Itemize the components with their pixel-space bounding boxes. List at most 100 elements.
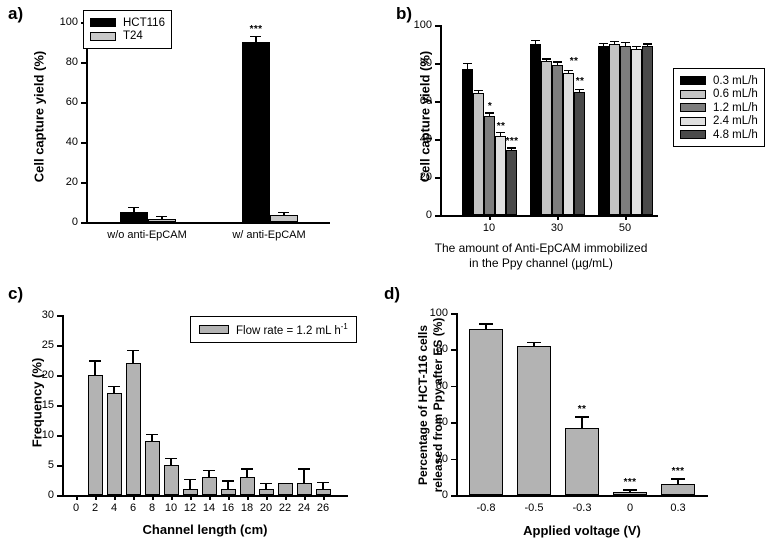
panel-d-ytick-label: 20: [435, 452, 448, 465]
errorbar-hct116-without: [133, 208, 135, 212]
panel-d-ytick-label: 80: [435, 343, 448, 356]
panel-d-ytick-label: 100: [429, 307, 448, 319]
panel-b-ytick: [435, 215, 440, 217]
panel-b-ytick: [435, 25, 440, 27]
errorbar: [629, 490, 631, 493]
bar-c-22: [277, 483, 293, 495]
panel-c-ytick: [57, 315, 62, 317]
bar-12-g30: [552, 64, 563, 215]
panel-c-x-axis: [62, 495, 348, 497]
errorbar-cap: [632, 45, 641, 48]
panel-c-xtick-label: 6: [129, 502, 137, 514]
panel-b-xlabel-line2: in the Ppy channel (µg/mL): [469, 256, 613, 270]
panel-c-xtick: [95, 495, 97, 500]
panel-a-ytick: [81, 222, 86, 224]
panel-c-ytick-label: 0: [47, 489, 54, 501]
bar-12-g10: [484, 116, 495, 215]
panel-c-xtick-label: 2: [91, 502, 99, 514]
errorbar-cap: [575, 416, 589, 418]
errorbar-cap: [278, 211, 289, 213]
panel-c-xtick: [285, 495, 287, 500]
errorbar: [485, 324, 487, 330]
errorbar: [535, 41, 537, 44]
panel-d-xtick-label: 0.3: [670, 502, 686, 514]
legend-label-48: 4.8 mL/h: [713, 128, 758, 141]
legend-label-t24: T24: [123, 30, 143, 42]
bar-d-minus03: [565, 427, 599, 495]
bar-c-8: [144, 441, 160, 495]
panel-c-xtick-label: 4: [110, 502, 118, 514]
panel-c-ytick: [57, 375, 62, 377]
significance-marker: ***: [623, 477, 637, 488]
errorbar-cap: [128, 206, 139, 208]
panel-c-xtick-label: 8: [148, 502, 156, 514]
bar-24-g30: [563, 72, 574, 215]
bar-c-16: [220, 489, 236, 495]
panel-d-x-axis: [456, 495, 708, 497]
bar-48-g10: [506, 150, 517, 215]
errorbar-cap: [621, 41, 630, 43]
errorbar: [94, 361, 96, 375]
errorbar: [581, 417, 583, 428]
legend-swatch-flowrate: [199, 324, 229, 334]
errorbar: [478, 91, 480, 94]
errorbar-cap: [485, 112, 494, 114]
bar-t24-with: [270, 215, 298, 222]
panel-b-ytick-label: 0: [425, 209, 432, 221]
panel-a-ytick-label: 40: [65, 136, 78, 148]
legend-swatch-06: [680, 89, 706, 99]
panel-d: d) Percentage of HCT-116 cells released …: [384, 280, 777, 555]
significance-marker: **: [569, 56, 579, 67]
panel-d-ytick-label: 40: [435, 416, 448, 429]
panel-c-xtick: [304, 495, 306, 500]
errorbar-cap: [531, 39, 540, 42]
errorbar-cap: [222, 480, 234, 482]
panel-c-xlabel: Channel length (cm): [142, 522, 268, 537]
panel-a-xtick-label: w/ anti-EpCAM: [232, 229, 306, 241]
errorbar-cap: [507, 147, 516, 149]
panel-d-ytick: [451, 495, 456, 497]
errorbar: [113, 387, 115, 393]
errorbar: [151, 435, 153, 441]
panel-b-ytick-label: 60: [419, 95, 432, 107]
panel-b-ytick: [435, 139, 440, 141]
errorbar: [546, 59, 548, 62]
panel-a-ytick: [81, 102, 86, 104]
significance-marker: ***: [249, 24, 263, 35]
panel-c-ytick: [57, 435, 62, 437]
errorbar-cap: [89, 360, 101, 362]
panel-c-ytick-label: 25: [41, 339, 54, 351]
errorbar-cap: [250, 35, 261, 37]
errorbar-cap: [671, 478, 685, 480]
panel-c-plot: 0 5 10 15 20 25 30: [42, 309, 357, 514]
panel-c-xtick: [114, 495, 116, 500]
panel-d-xtick-label: -0.3: [572, 502, 592, 514]
panel-a-letter: a): [8, 4, 24, 23]
panel-d-ylabel-line1: Percentage of HCT-116 cells: [416, 324, 430, 486]
errorbar: [579, 89, 581, 92]
legend-label-flowrate: Flow rate = 1.2 mL h-1: [236, 322, 348, 337]
panel-d-xtick-label: -0.5: [524, 502, 544, 514]
bar-c-14: [201, 477, 217, 495]
panel-a-ytick-label: 100: [59, 16, 78, 28]
legend-swatch-hct116: [90, 18, 116, 27]
errorbar: [265, 484, 267, 489]
panel-c-ytick: [57, 495, 62, 497]
panel-a-ytick-label: 60: [65, 96, 78, 108]
panel-c-xtick-label: 18: [240, 502, 254, 514]
bar-c-12: [182, 489, 198, 495]
bar-hct116-without: [120, 212, 148, 222]
panel-b-xtick-label: 30: [550, 222, 564, 234]
panel-a-ytick-label: 20: [65, 176, 78, 188]
legend-label-24: 2.4 mL/h: [713, 115, 758, 127]
errorbar-cap: [610, 40, 619, 43]
panel-d-ytick: [451, 313, 456, 315]
panel-a: a) Cell capture yield (%) 0 20 40 60 80 …: [0, 0, 390, 280]
panel-b-xlabel: The amount of Anti-EpCAM immobilized in …: [416, 241, 666, 271]
panel-c-xtick-label: 20: [259, 502, 273, 514]
errorbar: [467, 63, 469, 69]
legend-row: T24: [90, 30, 165, 42]
panel-c: c) Frequency (%) 0 5 10 15 20 25 30: [0, 280, 390, 555]
errorbar-cap: [298, 468, 310, 470]
panel-c-ytick-label: 15: [41, 399, 54, 411]
